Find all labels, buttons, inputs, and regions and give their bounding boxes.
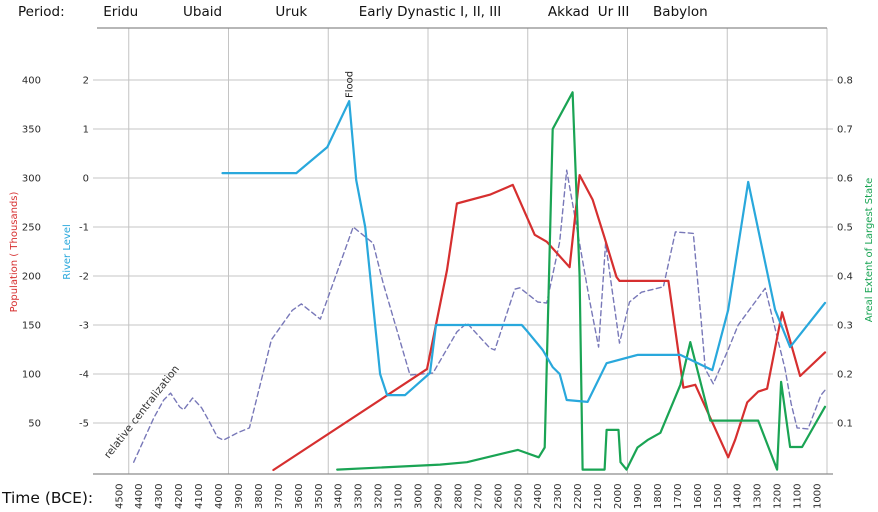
x-tick-label: 4300 xyxy=(154,484,165,509)
period-caption: Period: xyxy=(18,4,65,20)
x-tick-label: 2900 xyxy=(433,484,444,509)
population-axis-title: Population ( Thousands) xyxy=(9,191,20,312)
extent-tick-label: 0.8 xyxy=(837,76,853,87)
series-population xyxy=(272,174,827,472)
population-tick-label: 50 xyxy=(28,419,41,430)
x-tick-label: 4400 xyxy=(134,484,145,509)
x-tick-label: 1000 xyxy=(813,484,824,509)
extent-tick-label: 0.4 xyxy=(837,272,853,283)
river-tick-label: -1 xyxy=(79,223,89,234)
period-label: Ubaid xyxy=(183,4,222,20)
x-tick-label: 3900 xyxy=(234,484,245,509)
extent-tick-label: 0.7 xyxy=(837,125,853,136)
period-label: Akkad xyxy=(548,4,589,20)
population-tick-label: 250 xyxy=(22,223,41,234)
river-tick-label: 0 xyxy=(83,174,89,185)
x-tick-label: 2000 xyxy=(613,484,624,509)
x-tick-label: 2600 xyxy=(493,484,504,509)
x-tick-label: 1200 xyxy=(773,484,784,509)
x-tick-label: 3100 xyxy=(394,484,405,509)
extent-tick-label: 0.2 xyxy=(837,370,853,381)
series-river xyxy=(221,99,827,403)
x-tick-label: 1500 xyxy=(713,484,724,509)
centralization-annotation: relative centralization xyxy=(102,363,182,461)
x-tick-label: 3200 xyxy=(374,484,385,509)
x-tick-label: 1300 xyxy=(753,484,764,509)
x-tick-label: 3500 xyxy=(314,484,325,509)
river-tick-label: 1 xyxy=(83,125,89,136)
grid-layer xyxy=(93,27,833,475)
x-tick-label: 4200 xyxy=(174,484,185,509)
x-tick-label: 1600 xyxy=(693,484,704,509)
river-tick-label: -5 xyxy=(79,419,89,430)
river-tick-label: -2 xyxy=(79,272,89,283)
series-extent xyxy=(336,91,827,471)
x-tick-label: 3600 xyxy=(294,484,305,509)
x-tick-label: 4100 xyxy=(194,484,205,509)
x-tick-label: 2200 xyxy=(573,484,584,509)
period-label: Uruk xyxy=(275,4,307,20)
x-tick-label: 4000 xyxy=(214,484,225,509)
extent-tick-label: 0.5 xyxy=(837,223,853,234)
period-label: Early Dynastic I, II, III xyxy=(359,4,501,20)
x-tick-label: 4500 xyxy=(114,484,125,509)
flood-annotation: Flood xyxy=(345,71,356,98)
x-tick-label: 1400 xyxy=(733,484,744,509)
river-axis-title: River Level xyxy=(62,224,73,279)
population-tick-label: 200 xyxy=(22,272,41,283)
x-tick-label: 1800 xyxy=(653,484,664,509)
x-tick-label: 3800 xyxy=(254,484,265,509)
x-tick-label: 2300 xyxy=(553,484,564,509)
x-tick-label: 3300 xyxy=(354,484,365,509)
series-layer xyxy=(132,91,827,472)
x-tick-label: 2500 xyxy=(513,484,524,509)
extent-tick-label: 0.6 xyxy=(837,174,853,185)
period-label: Ur III xyxy=(598,4,630,20)
x-tick-label: 2100 xyxy=(593,484,604,509)
period-row: Eridu Ubaid Uruk Early Dynastic I, II, III A… xyxy=(103,4,707,20)
population-tick-label: 350 xyxy=(22,125,41,136)
extent-axis-title: Areal Extent of Largest State xyxy=(864,178,875,322)
river-tick-label: -4 xyxy=(79,370,89,381)
series-extent-centralization xyxy=(132,169,826,463)
period-label: Babylon xyxy=(653,4,708,20)
x-tick-label: 1100 xyxy=(793,484,804,509)
x-tick-label: 2400 xyxy=(533,484,544,509)
x-tick-label: 3400 xyxy=(334,484,345,509)
x-tick-label: 1700 xyxy=(673,484,684,509)
extent-tick-label: 0.1 xyxy=(837,419,853,430)
x-tick-label: 1900 xyxy=(633,484,644,509)
population-tick-label: 100 xyxy=(22,370,41,381)
population-tick-label: 400 xyxy=(22,76,41,87)
river-tick-label: -3 xyxy=(79,321,89,332)
x-tick-label: 3700 xyxy=(274,484,285,509)
period-label: Eridu xyxy=(103,4,138,20)
x-tick-label: 3000 xyxy=(414,484,425,509)
tick-layer: 400 350 300 250 200 150 100 50 2 1 0 -1 -2 -3 -4 -5 0.8 0… xyxy=(22,76,853,510)
x-tick-label: 2800 xyxy=(453,484,464,509)
x-tick-label: 2700 xyxy=(473,484,484,509)
river-tick-label: 2 xyxy=(83,76,89,87)
x-axis-title: Time (BCE): xyxy=(1,489,93,507)
population-tick-label: 300 xyxy=(22,174,41,185)
extent-tick-label: 0.3 xyxy=(837,321,853,332)
population-tick-label: 150 xyxy=(22,321,41,332)
